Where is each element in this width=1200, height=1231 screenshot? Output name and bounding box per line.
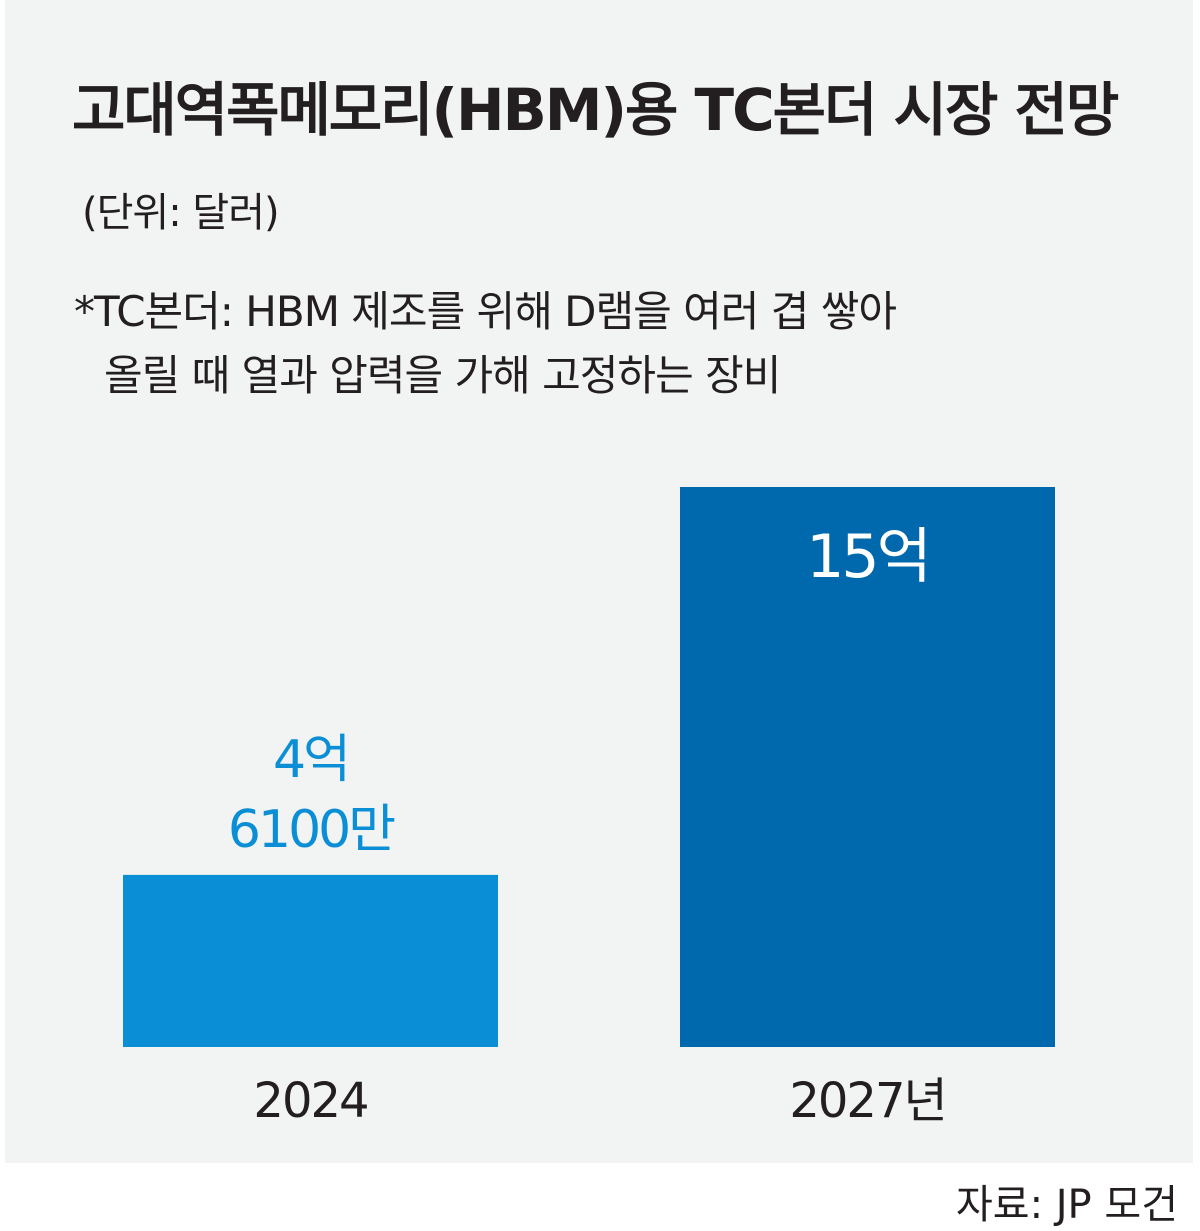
bar xyxy=(680,487,1055,1047)
x-tick-label: 2024 xyxy=(253,1073,367,1129)
bar xyxy=(123,874,498,1047)
source: 자료: JP 모건 xyxy=(955,1182,1178,1228)
x-tick-label: 2027년 xyxy=(789,1073,945,1129)
chart-subtitle: (단위: 달러) xyxy=(82,190,280,236)
note: *TC본더: HBM 제조를 위해 D램을 여러 겹 쌓아올릴 때 열과 압력을… xyxy=(74,287,897,400)
value-label: 4억 6100만 xyxy=(228,730,395,860)
chart-title: 고대역폭메모리(HBM)용 TC본더 시장 전망 xyxy=(72,76,1119,144)
title-block: 고대역폭메모리(HBM)용 TC본더 시장 전망 (단위: 달러) xyxy=(72,62,1162,261)
chart: 2024 4억 6100만 2027년 15억 xyxy=(123,487,1055,1129)
value-label: 15억 xyxy=(806,522,929,592)
